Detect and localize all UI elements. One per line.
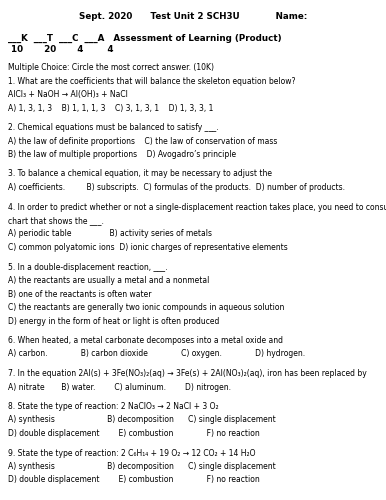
Text: A) the law of definite proportions    C) the law of conservation of mass: A) the law of definite proportions C) th… [8,136,278,145]
Text: chart that shows the ___.: chart that shows the ___. [8,216,104,225]
Text: A) periodic table                B) activity series of metals: A) periodic table B) activity series of … [8,230,212,238]
Text: A) the reactants are usually a metal and a nonmetal: A) the reactants are usually a metal and… [8,276,209,285]
Text: Multiple Choice: Circle the most correct answer. (10K): Multiple Choice: Circle the most correct… [8,63,214,72]
Text: Sept. 2020      Test Unit 2 SCH3U            Name:: Sept. 2020 Test Unit 2 SCH3U Name: [79,12,307,21]
Text: A) carbon.              B) carbon dioxide              C) oxygen.              D: A) carbon. B) carbon dioxide C) oxygen. … [8,350,305,358]
Text: AlCl₃ + NaOH → Al(OH)₃ + NaCl: AlCl₃ + NaOH → Al(OH)₃ + NaCl [8,90,128,99]
Text: 5. In a double-displacement reaction, ___.: 5. In a double-displacement reaction, __… [8,262,168,272]
Text: C) common polyatomic ions  D) ionic charges of representative elements: C) common polyatomic ions D) ionic charg… [8,243,288,252]
Text: 9. State the type of reaction: 2 C₆H₁₄ + 19 O₂ → 12 CO₂ + 14 H₂O: 9. State the type of reaction: 2 C₆H₁₄ +… [8,448,256,458]
Text: D) double displacement        E) combustion              F) no reaction: D) double displacement E) combustion F) … [8,429,260,438]
Text: D) double displacement        E) combustion              F) no reaction: D) double displacement E) combustion F) … [8,476,260,484]
Text: A) synthesis                      B) decomposition      C) single displacement: A) synthesis B) decomposition C) single … [8,462,276,471]
Text: 6. When heated, a metal carbonate decomposes into a metal oxide and: 6. When heated, a metal carbonate decomp… [8,336,283,345]
Text: A) nitrate       B) water.        C) aluminum.        D) nitrogen.: A) nitrate B) water. C) aluminum. D) nit… [8,382,231,392]
Text: B) one of the reactants is often water: B) one of the reactants is often water [8,290,151,298]
Text: 4. In order to predict whether or not a single-displacement reaction takes place: 4. In order to predict whether or not a … [8,202,386,211]
Text: 1. What are the coefficients that will balance the skeleton equation below?: 1. What are the coefficients that will b… [8,76,296,86]
Text: C) the reactants are generally two ionic compounds in aqueous solution: C) the reactants are generally two ionic… [8,303,284,312]
Text: 3. To balance a chemical equation, it may be necessary to adjust the: 3. To balance a chemical equation, it ma… [8,170,272,178]
Text: D) energy in the form of heat or light is often produced: D) energy in the form of heat or light i… [8,316,219,326]
Text: 7. In the equation 2Al(s) + 3Fe(NO₃)₂(aq) → 3Fe(s) + 2Al(NO₃)₂(aq), iron has bee: 7. In the equation 2Al(s) + 3Fe(NO₃)₂(aq… [8,369,367,378]
Text: A) synthesis                      B) decomposition      C) single displacement: A) synthesis B) decomposition C) single … [8,416,276,424]
Text: ___K  ___T  ___C  ___A   Assessment of Learning (Product): ___K ___T ___C ___A Assessment of Learni… [8,34,282,43]
Text: A) 1, 3, 1, 3    B) 1, 1, 1, 3    C) 3, 1, 3, 1    D) 1, 3, 3, 1: A) 1, 3, 1, 3 B) 1, 1, 1, 3 C) 3, 1, 3, … [8,104,213,112]
Text: 2. Chemical equations must be balanced to satisfy ___.: 2. Chemical equations must be balanced t… [8,123,218,132]
Text: 10       20       4        4: 10 20 4 4 [8,45,113,54]
Text: 8. State the type of reaction: 2 NaClO₃ → 2 NaCl + 3 O₂: 8. State the type of reaction: 2 NaClO₃ … [8,402,218,411]
Text: B) the law of multiple proportions    D) Avogadro’s principle: B) the law of multiple proportions D) Av… [8,150,236,159]
Text: A) coefficients.         B) subscripts.  C) formulas of the products.  D) number: A) coefficients. B) subscripts. C) formu… [8,183,345,192]
